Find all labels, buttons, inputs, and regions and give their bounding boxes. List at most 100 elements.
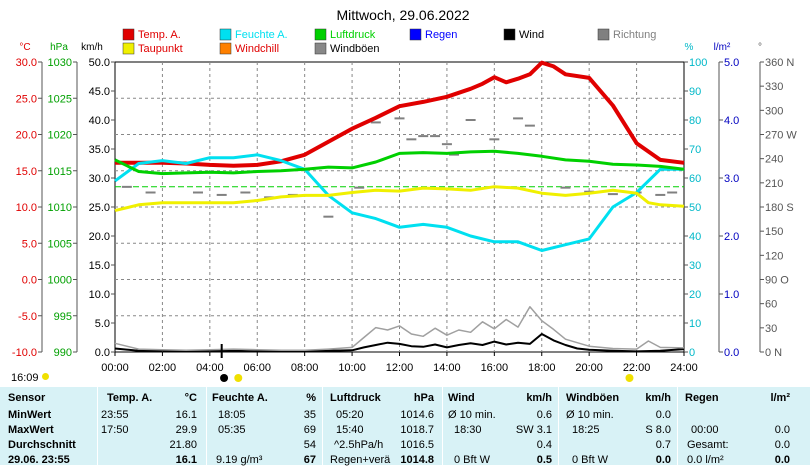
dir-tick-label: 90 O bbox=[765, 275, 789, 287]
dir-tick-label: 0 N bbox=[765, 347, 782, 359]
sunset-icon bbox=[625, 374, 634, 382]
legend-label: Feuchte A. bbox=[235, 29, 288, 41]
dir-tick-label: 300 bbox=[765, 105, 783, 117]
rain-total-label: Gesamt: bbox=[687, 439, 729, 451]
rain-tick-label: 4.0 bbox=[724, 115, 739, 127]
series-taupunkt bbox=[114, 185, 685, 213]
pres-trend: ^2.5hPa/h bbox=[334, 439, 384, 451]
pres-column: Luftdruck hPa 05:20 1014.6 15:40 1018.7 … bbox=[324, 387, 440, 466]
dir-tick-label: 120 bbox=[765, 250, 783, 262]
rain-max-time: 00:00 bbox=[691, 424, 719, 436]
wind-current: 0.5 bbox=[536, 454, 552, 466]
row-label-current: 29.06. 23:55 bbox=[8, 454, 70, 466]
kmh-tick-label: 0.0 bbox=[95, 347, 110, 359]
hpa-tick-label: 1030 bbox=[48, 57, 72, 69]
x-tick-label: 00:00 bbox=[101, 362, 129, 374]
pct-tick-label: 50 bbox=[689, 202, 701, 214]
gust-unit: km/h bbox=[645, 392, 671, 404]
pres-current: 1014.8 bbox=[400, 454, 434, 466]
axis-units: °C hPa km/h% l/m² ° bbox=[19, 42, 762, 53]
pct-unit-label: % bbox=[685, 42, 694, 53]
temp-tick-label: 10.0 bbox=[16, 202, 37, 214]
pres-header: Luftdruck bbox=[330, 392, 381, 404]
row-label-avg: Durchschnitt bbox=[8, 439, 76, 451]
temp-tick-label: 30.0 bbox=[16, 57, 37, 69]
legend-label: Temp. A. bbox=[138, 29, 181, 41]
rain-header: Regen bbox=[685, 392, 719, 404]
hum-min: 35 bbox=[303, 409, 316, 421]
sunrise-icon bbox=[234, 374, 243, 382]
gust-avg: 0.7 bbox=[655, 439, 671, 451]
pres-avg: 1016.5 bbox=[400, 439, 434, 451]
current-time: 16:09 bbox=[11, 372, 39, 384]
stats-table: Sensor MinWert MaxWert Durchschnitt 29.0… bbox=[0, 387, 810, 466]
hpa-tick-label: 1005 bbox=[48, 238, 72, 250]
series-windböen bbox=[114, 306, 685, 352]
pres-unit: hPa bbox=[413, 392, 434, 404]
gust-max-time: 18:25 bbox=[572, 424, 600, 436]
hum-max-time: 05:35 bbox=[218, 424, 246, 436]
x-tick-label: 18:00 bbox=[528, 362, 556, 374]
status-bar: 16:09 bbox=[0, 370, 810, 387]
temp-tick-label: 5.0 bbox=[22, 238, 37, 250]
gust-header: Windböen bbox=[566, 392, 620, 404]
series-luftdruck bbox=[114, 149, 685, 176]
legend-label: Taupunkt bbox=[138, 43, 183, 55]
rain-current: 0.0 bbox=[774, 454, 790, 466]
kmh-tick-label: 40.0 bbox=[89, 115, 110, 127]
temp-tick-label: 25.0 bbox=[16, 93, 37, 105]
pct-tick-label: 90 bbox=[689, 86, 701, 98]
dir-tick-label: 360 N bbox=[765, 57, 794, 69]
legend-swatch bbox=[503, 28, 516, 41]
legend-label: Wind bbox=[519, 29, 544, 41]
rain-unit: l/m² bbox=[770, 392, 790, 404]
pct-tick-label: 100 bbox=[689, 57, 707, 69]
temp-unit: °C bbox=[184, 392, 197, 404]
legend-label: Richtung bbox=[613, 29, 656, 41]
rain-tick-label: 0.0 bbox=[724, 347, 739, 359]
temp-current: 16.1 bbox=[175, 454, 197, 466]
legend-swatch bbox=[597, 28, 610, 41]
dir-tick-label: 180 S bbox=[765, 202, 794, 214]
x-axis-ticks: 00:00 02:00 04:00 06:00 08:00 10:00 12:00 14:00… bbox=[101, 352, 698, 374]
axes: 30.025.020.015.010.05.00.0-5.0-10.010301… bbox=[12, 57, 797, 359]
weather-chart: Mittwoch, 29.06.2022 Temp. A. Feuchte A. L… bbox=[11, 7, 798, 382]
wind-max: SW 3.1 bbox=[515, 424, 552, 436]
dir-tick-label: 240 bbox=[765, 154, 783, 166]
gust-min: 0.0 bbox=[655, 409, 671, 421]
hpa-tick-label: 990 bbox=[54, 347, 72, 359]
kmh-tick-label: 25.0 bbox=[89, 202, 110, 214]
legend-swatch bbox=[314, 42, 327, 55]
time-markers bbox=[220, 344, 634, 382]
hpa-tick-label: 1015 bbox=[48, 166, 72, 178]
kmh-tick-label: 45.0 bbox=[89, 86, 110, 98]
temp-min-time: 23:55 bbox=[101, 409, 129, 421]
sensor-header: Sensor bbox=[8, 392, 46, 404]
gust-bft: 0 Bft W bbox=[572, 454, 609, 466]
rain-tick-label: 5.0 bbox=[724, 57, 739, 69]
row-label-min: MinWert bbox=[8, 409, 52, 421]
x-tick-label: 02:00 bbox=[149, 362, 177, 374]
temp-tick-label: -10.0 bbox=[12, 347, 37, 359]
wind-bft: 0 Bft W bbox=[454, 454, 491, 466]
x-tick-label: 24:00 bbox=[670, 362, 698, 374]
pct-tick-label: 10 bbox=[689, 318, 701, 330]
dir-tick-label: 270 W bbox=[765, 130, 797, 142]
gust-current: 0.0 bbox=[655, 454, 671, 466]
dir-tick-label: 210 bbox=[765, 178, 783, 190]
rain-unit-label: l/m² bbox=[714, 42, 731, 53]
wind-header: Wind bbox=[448, 392, 475, 404]
series-layer bbox=[114, 60, 685, 353]
gust-column: Windböen km/h Ø 10 min. 0.0 18:25 S 8.0 … bbox=[560, 387, 675, 466]
hpa-unit-label: hPa bbox=[50, 42, 68, 53]
pct-tick-label: 30 bbox=[689, 260, 701, 272]
kmh-tick-label: 15.0 bbox=[89, 260, 110, 272]
temp-tick-label: -5.0 bbox=[18, 311, 37, 323]
x-tick-label: 08:00 bbox=[291, 362, 319, 374]
rain-max: 0.0 bbox=[774, 424, 790, 436]
pres-min-time: 05:20 bbox=[336, 409, 364, 421]
kmh-tick-label: 30.0 bbox=[89, 173, 110, 185]
grid bbox=[115, 62, 684, 352]
hum-unit: % bbox=[306, 392, 316, 404]
